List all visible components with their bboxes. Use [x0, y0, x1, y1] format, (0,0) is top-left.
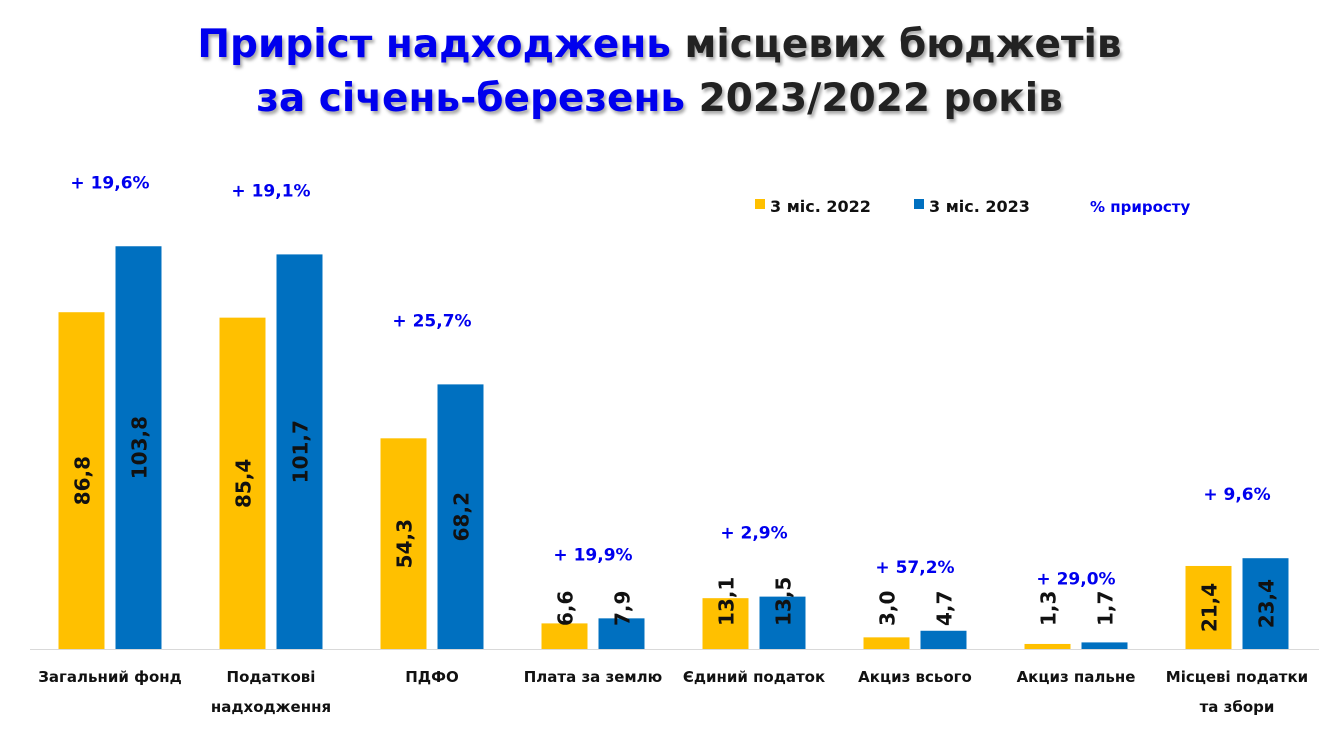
data-label: 103,8	[128, 416, 152, 479]
bar-2022	[380, 438, 427, 649]
chart-title: Приріст надходжень місцевих бюджетів за с…	[0, 18, 1319, 126]
data-label: 54,3	[393, 519, 417, 568]
bar-2022	[541, 623, 588, 649]
data-label: 13,5	[772, 577, 796, 626]
growth-label: + 19,6%	[70, 173, 149, 193]
category-label: Єдиний податок	[683, 668, 825, 686]
data-label: 4,7	[933, 591, 957, 626]
growth-label: + 29,0%	[1036, 569, 1115, 589]
bar-2023	[1242, 558, 1289, 649]
growth-label: + 19,1%	[231, 181, 310, 201]
bar-2023	[437, 384, 484, 649]
data-label: 86,8	[71, 456, 95, 505]
data-label: 1,3	[1037, 591, 1061, 626]
growth-label: + 9,6%	[1203, 485, 1270, 505]
data-label: 101,7	[289, 420, 313, 483]
bar-2023	[1081, 642, 1128, 649]
legend-label-growth: % приросту	[1090, 198, 1190, 216]
category-label: Плата за землю	[524, 668, 662, 686]
category-label: та збори	[1200, 698, 1275, 716]
category-label: Акциз всього	[858, 668, 972, 686]
legend-label-2023: 3 міс. 2023	[929, 197, 1030, 216]
data-label: 13,1	[715, 577, 739, 626]
data-label: 68,2	[450, 492, 474, 541]
title-part: 2023/2022 років	[685, 76, 1063, 121]
bar-2023	[920, 630, 967, 649]
category-label: Загальний фонд	[38, 668, 181, 686]
legend-swatch-2022	[755, 199, 765, 209]
bar-2023	[115, 246, 162, 650]
data-label: 85,4	[232, 459, 256, 508]
bar-2022	[702, 598, 749, 649]
data-label: 3,0	[876, 591, 900, 626]
bar-2022	[863, 637, 910, 649]
bar-2022	[58, 312, 105, 649]
growth-label: + 2,9%	[720, 524, 787, 544]
bar-2022	[1185, 565, 1232, 649]
legend-label-2022: 3 міс. 2022	[770, 197, 871, 216]
growth-label: + 19,9%	[553, 545, 632, 565]
data-label: 6,6	[554, 591, 578, 626]
title-part: місцевих бюджетів	[670, 22, 1122, 67]
legend-swatch-2023	[914, 199, 924, 209]
growth-label: + 57,2%	[875, 558, 954, 578]
bar-2023	[759, 596, 806, 649]
bar-2022	[219, 317, 266, 649]
data-label: 21,4	[1198, 583, 1222, 632]
bar-2023	[598, 618, 645, 649]
data-label: 7,9	[611, 591, 635, 626]
category-label: ПДФО	[405, 668, 459, 686]
category-label: Податкові	[227, 668, 316, 686]
bar-2023	[276, 254, 323, 650]
category-label: Місцеві податки	[1166, 668, 1308, 686]
title-part: за січень-березень	[256, 76, 686, 121]
title-part: Приріст надходжень	[197, 22, 671, 67]
growth-label: + 25,7%	[392, 311, 471, 331]
data-label: 23,4	[1255, 579, 1279, 628]
category-label: Акциз пальне	[1017, 668, 1136, 686]
data-label: 1,7	[1094, 591, 1118, 626]
category-label: надходження	[211, 698, 331, 716]
bar-2022	[1024, 643, 1071, 649]
